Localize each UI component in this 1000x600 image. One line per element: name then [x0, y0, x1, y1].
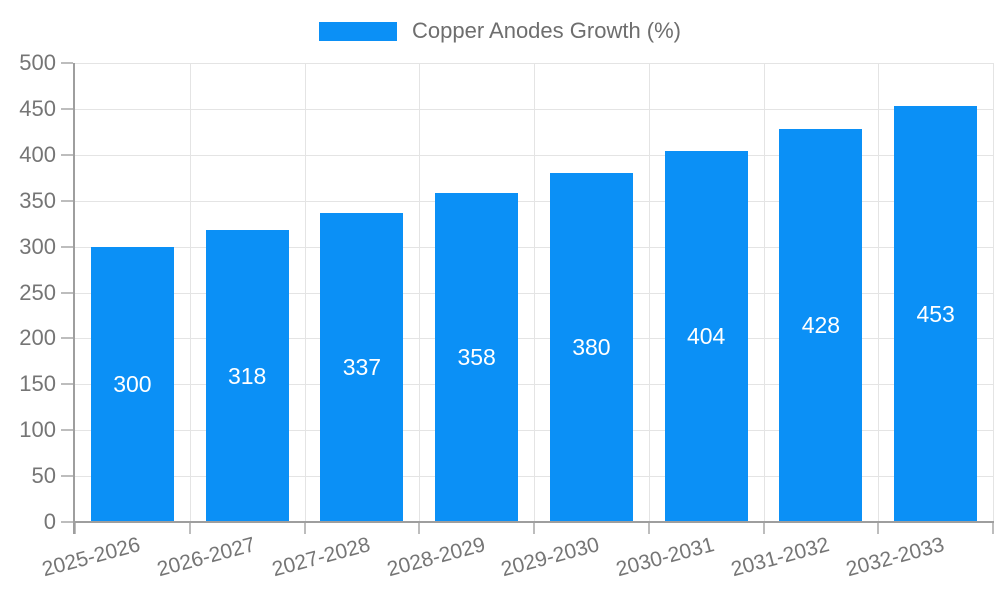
y-tick-label: 250 [19, 279, 56, 305]
y-tick-label: 500 [19, 50, 56, 75]
y-tick-label: 300 [19, 233, 56, 259]
y-tick-label: 200 [19, 325, 56, 351]
x-axis-tick [418, 523, 421, 534]
v-gridline [648, 63, 650, 522]
y-axis-tick [61, 199, 73, 202]
bar-value-label: 300 [113, 370, 152, 397]
legend[interactable]: Copper Anodes Growth (%) [0, 18, 1000, 44]
y-axis-tick [61, 383, 73, 386]
y-tick-label: 100 [19, 417, 56, 443]
y-tick-label: 50 [31, 463, 56, 489]
bar-value-label: 318 [227, 362, 267, 389]
y-axis-tick [61, 245, 73, 248]
y-axis-tick [61, 521, 73, 523]
v-gridline [189, 63, 191, 522]
y-tick-label: 150 [19, 371, 56, 397]
y-axis-line [73, 63, 75, 534]
y-axis-tick [61, 62, 73, 64]
bar[interactable]: 300 [90, 246, 174, 522]
x-axis-tick [533, 523, 535, 534]
x-axis-tick [877, 523, 880, 534]
v-gridline [419, 63, 421, 522]
x-axis-tick [303, 523, 306, 534]
v-gridline [993, 63, 994, 522]
bar-value-label: 337 [342, 353, 382, 380]
y-axis-tick [61, 291, 73, 294]
y-axis-tick [61, 153, 73, 156]
y-axis-tick [61, 107, 73, 110]
y-tick-label: 0 [43, 509, 56, 534]
bar[interactable]: 358 [435, 193, 519, 522]
x-axis-line [73, 521, 994, 523]
x-axis-tick [188, 523, 191, 534]
bar[interactable]: 453 [894, 106, 978, 522]
y-tick-label: 400 [19, 141, 56, 167]
bar-value-label: 453 [916, 300, 955, 327]
x-axis-tick [74, 523, 76, 534]
bar-value-label: 428 [801, 312, 841, 339]
plot-area [75, 63, 994, 522]
y-tick-label: 350 [19, 187, 56, 213]
x-axis-tick [647, 523, 650, 534]
bar-value-label: 358 [457, 344, 496, 371]
y-axis-tick [61, 429, 73, 432]
y-tick-label: 450 [19, 95, 56, 121]
legend-swatch [318, 21, 397, 41]
y-axis-tick [61, 337, 73, 340]
x-axis-tick [762, 523, 765, 534]
x-axis-tick [992, 523, 994, 534]
legend-label: Copper Anodes Growth (%) [411, 18, 682, 43]
v-gridline [878, 63, 880, 522]
y-axis-tick [61, 475, 73, 478]
bar[interactable]: 428 [779, 129, 863, 522]
v-gridline [534, 63, 535, 522]
bar[interactable]: 318 [205, 230, 289, 522]
v-gridline [763, 63, 765, 522]
bar[interactable]: 404 [664, 151, 748, 522]
bar-value-label: 404 [686, 323, 726, 350]
bar-value-label: 380 [572, 334, 611, 361]
v-gridline [304, 63, 306, 522]
bar[interactable]: 380 [549, 173, 633, 522]
bar[interactable]: 337 [320, 212, 404, 522]
